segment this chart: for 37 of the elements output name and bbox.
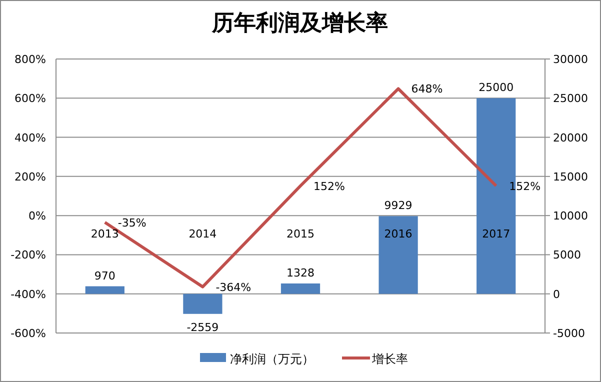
data-label: 970 bbox=[94, 269, 116, 282]
y-tick-label: -400% bbox=[10, 288, 46, 301]
data-label: 9929 bbox=[384, 199, 412, 212]
y-tick-label: 600% bbox=[14, 92, 46, 106]
y2-tick-label: 5000 bbox=[553, 248, 581, 262]
legend-label: 净利润（万元） bbox=[230, 352, 314, 366]
y2-tick-label: 0 bbox=[553, 288, 560, 301]
y2-tick-label: 25000 bbox=[553, 92, 588, 106]
y2-tick-label: -5000 bbox=[553, 327, 585, 340]
x-tick-label: 2016 bbox=[384, 228, 412, 241]
legend-label: 增长率 bbox=[371, 352, 408, 366]
y2-tick-label: 30000 bbox=[553, 53, 588, 66]
x-tick-label: 2017 bbox=[482, 228, 510, 241]
data-label: 25000 bbox=[478, 81, 514, 94]
x-tick-label: 2013 bbox=[90, 228, 119, 241]
bar bbox=[183, 294, 222, 314]
bar bbox=[85, 286, 124, 294]
y-tick-label: -200% bbox=[10, 248, 46, 262]
bar bbox=[378, 216, 418, 294]
bar bbox=[280, 283, 320, 294]
y-tick-label: 400% bbox=[14, 131, 46, 144]
y-tick-label: 200% bbox=[14, 170, 46, 184]
y-tick-label: -600% bbox=[10, 327, 46, 340]
x-tick-label: 2014 bbox=[188, 228, 217, 241]
y2-tick-label: 15000 bbox=[553, 170, 588, 184]
chart-title: 历年利润及增长率 bbox=[211, 10, 388, 36]
y-tick-label: 800% bbox=[14, 53, 46, 66]
x-tick-label: 2015 bbox=[286, 228, 314, 241]
data-label: 648% bbox=[411, 82, 443, 96]
data-label: 152% bbox=[314, 180, 345, 193]
y-tick-label: 0% bbox=[28, 210, 46, 223]
y2-tick-label: 10000 bbox=[553, 210, 588, 223]
data-label: 1328 bbox=[286, 266, 314, 280]
data-label: -364% bbox=[216, 280, 252, 294]
data-label: -35% bbox=[118, 216, 146, 230]
data-label: -2559 bbox=[186, 320, 219, 334]
y2-tick-label: 20000 bbox=[553, 131, 588, 144]
